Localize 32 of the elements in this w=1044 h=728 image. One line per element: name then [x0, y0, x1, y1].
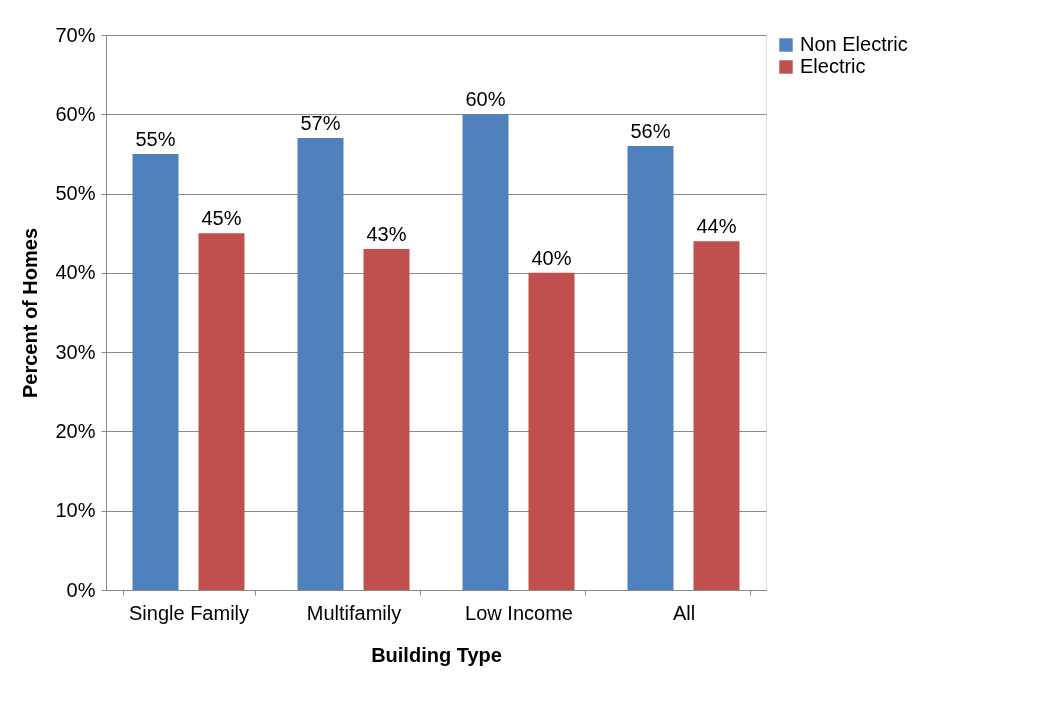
x-tick-label: Single Family — [128, 601, 250, 624]
bar — [297, 138, 344, 590]
data-label: 44% — [696, 215, 737, 238]
y-tick-label: 40% — [55, 261, 96, 284]
data-label: 43% — [366, 223, 407, 246]
x-tick-label: All — [672, 601, 696, 624]
data-label: 45% — [201, 207, 242, 230]
y-tick-label: 60% — [55, 102, 96, 125]
data-label: 57% — [300, 112, 341, 135]
y-tick-label: 0% — [66, 578, 96, 601]
y-tick-label: 70% — [55, 23, 96, 46]
y-tick-label: 50% — [55, 182, 96, 205]
bar — [693, 241, 740, 590]
data-label: 40% — [531, 246, 572, 269]
y-tick-label: 10% — [55, 499, 96, 522]
legend-label: Non Electric — [800, 33, 908, 55]
data-label: 60% — [465, 88, 506, 111]
y-tick-label: 20% — [55, 419, 96, 442]
bar — [363, 249, 410, 590]
y-axis-title: Percent of Homes — [19, 227, 42, 399]
legend-label: Electric — [800, 55, 866, 77]
data-label: 56% — [630, 120, 671, 142]
bar — [627, 146, 674, 590]
bar — [462, 114, 509, 590]
bar — [528, 272, 575, 590]
x-tick-label: Multifamily — [306, 601, 402, 624]
bar — [132, 153, 179, 590]
x-axis-title: Building Type — [371, 643, 502, 666]
data-label: 55% — [135, 127, 176, 150]
bar — [198, 233, 245, 590]
x-tick-label: Low Income — [465, 601, 573, 624]
y-tick-label: 30% — [55, 340, 96, 363]
